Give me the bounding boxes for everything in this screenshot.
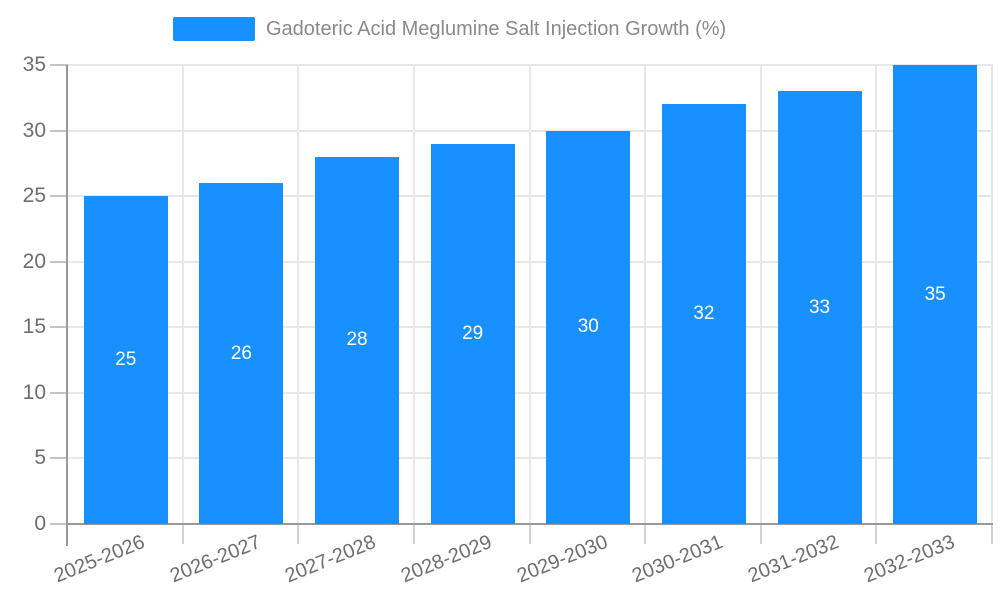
y-tick-label: 30 — [22, 118, 46, 142]
legend-swatch-icon — [173, 17, 255, 41]
bar-2029-2030[interactable]: 30 — [546, 130, 631, 524]
legend[interactable]: Gadoteric Acid Meglumine Salt Injection … — [173, 17, 726, 41]
bar-value-label: 25 — [115, 349, 137, 371]
y-tick-label: 5 — [34, 446, 46, 470]
bar-value-label: 30 — [577, 316, 599, 338]
y-axis-tick — [50, 326, 68, 329]
y-axis-tick — [50, 260, 68, 263]
x-axis-tick — [297, 524, 300, 544]
x-axis-tick — [759, 524, 762, 544]
gridline-horizontal — [68, 457, 993, 460]
gridline-vertical — [991, 65, 993, 524]
gridline-vertical — [412, 65, 415, 524]
x-axis-tick — [181, 524, 184, 544]
x-axis-tick — [528, 524, 531, 544]
bar-value-label: 33 — [808, 296, 831, 318]
y-tick-label: 10 — [22, 380, 46, 404]
y-axis-tick — [50, 64, 68, 66]
gridline-vertical — [181, 65, 184, 524]
y-axis-tick — [50, 391, 68, 394]
y-axis-tick — [50, 523, 68, 525]
gridline-horizontal — [68, 195, 993, 198]
bar-2028-2029[interactable]: 29 — [430, 143, 515, 524]
bar-2027-2028[interactable]: 28 — [315, 156, 400, 524]
bar-2026-2027[interactable]: 26 — [199, 183, 284, 524]
gridline-vertical — [297, 65, 300, 524]
bar-value-label: 32 — [693, 303, 715, 325]
y-tick-label: 35 — [22, 53, 46, 76]
y-tick-label: 25 — [22, 184, 46, 208]
gridline-horizontal — [68, 129, 993, 132]
bar-value-label: 35 — [924, 283, 946, 305]
x-axis-tick — [875, 524, 878, 544]
y-axis-tick — [50, 195, 68, 198]
x-axis-line — [68, 523, 993, 525]
gridline-horizontal — [68, 391, 993, 394]
gridline-vertical — [759, 65, 762, 524]
bar-value-label: 26 — [230, 342, 253, 364]
bar-value-label: 28 — [346, 329, 368, 351]
gridline-horizontal — [68, 326, 993, 329]
y-axis-tick — [50, 457, 68, 460]
bar-2025-2026[interactable]: 25 — [83, 196, 168, 524]
gridline-horizontal — [68, 64, 993, 66]
gridline-vertical — [875, 65, 878, 524]
legend-label: Gadoteric Acid Meglumine Salt Injection … — [266, 17, 727, 40]
y-axis-tick — [50, 129, 68, 132]
x-axis-tick — [991, 524, 993, 544]
y-axis-line — [66, 65, 68, 546]
x-axis-tick — [412, 524, 415, 544]
gridline-vertical — [644, 65, 647, 524]
bar-2030-2031[interactable]: 32 — [661, 104, 746, 524]
bar-2031-2032[interactable]: 33 — [777, 91, 862, 524]
bar-2032-2033[interactable]: 35 — [893, 65, 978, 524]
x-axis-tick — [644, 524, 647, 544]
y-tick-label: 0 — [34, 512, 46, 535]
y-tick-label: 15 — [22, 315, 46, 339]
y-tick-label: 20 — [22, 249, 46, 273]
gridline-vertical — [528, 65, 531, 524]
gridline-horizontal — [68, 260, 993, 263]
bar-value-label: 29 — [462, 322, 484, 344]
